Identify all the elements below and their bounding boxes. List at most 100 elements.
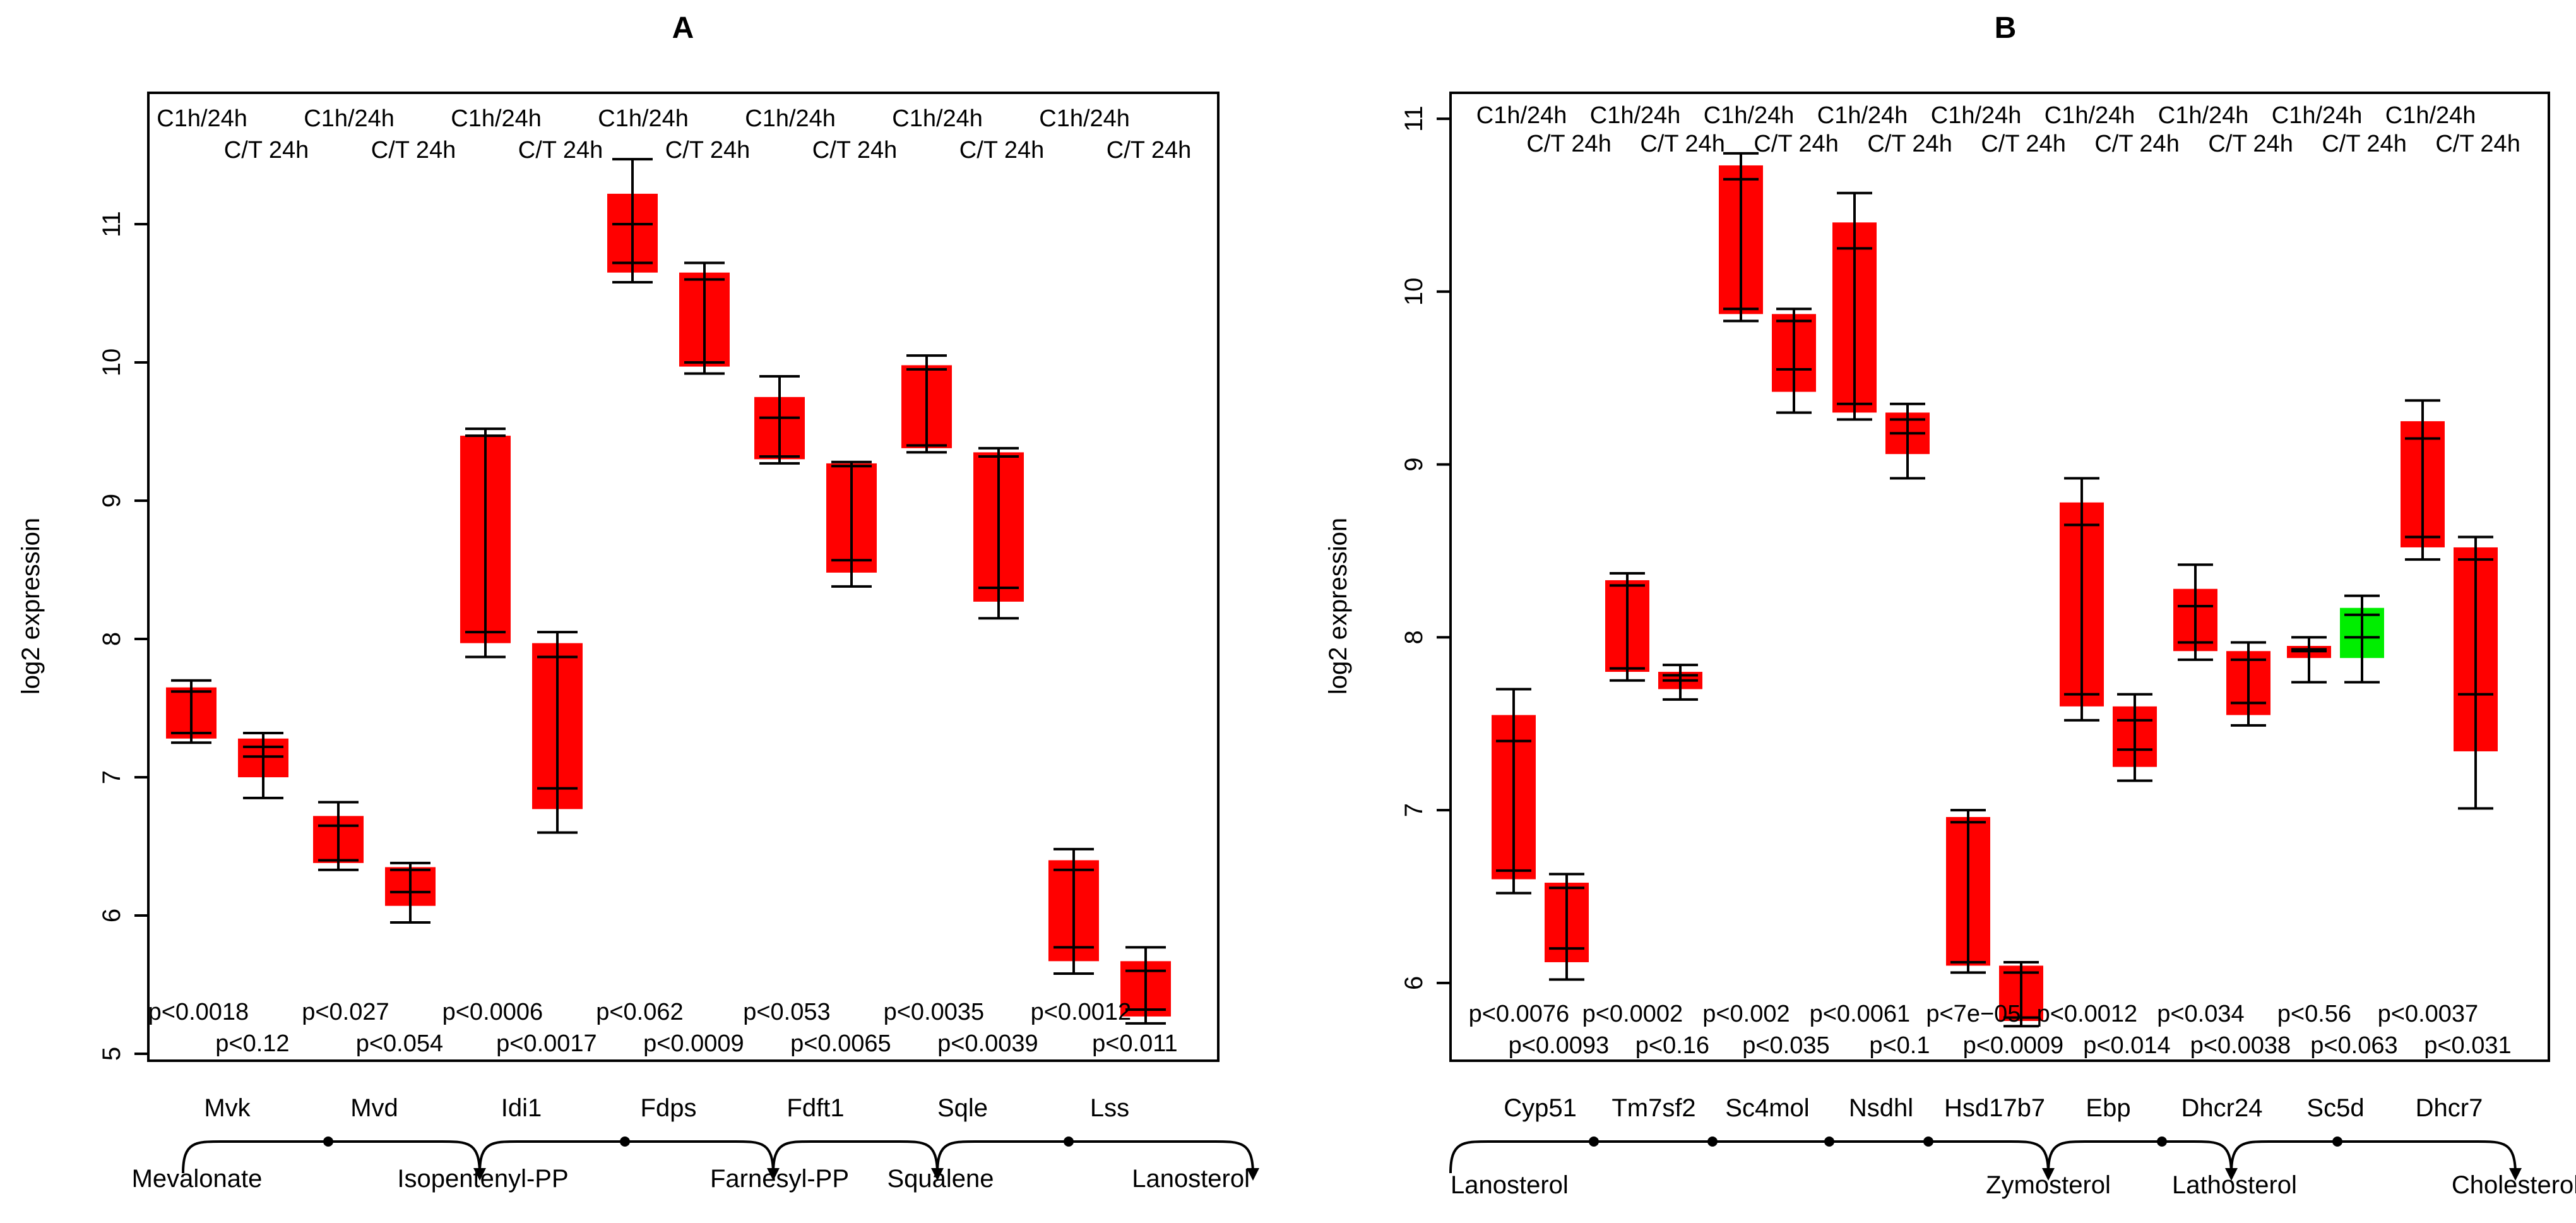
box-dhcr24-c1h-24h	[2173, 563, 2217, 661]
group-label-ct-24h: C/T 24h	[1867, 131, 1952, 157]
pathway-gene-idi1: Idi1	[501, 1094, 542, 1122]
panel-b-ylabel: log2 expression	[1324, 518, 1352, 695]
metabolite-mevalonate: Mevalonate	[132, 1165, 263, 1193]
panel-a-pathway: Mvk Mvd Idi1 Fdps Fdft1 Sqle Lss Mevalonate Isop…	[132, 1094, 1259, 1193]
y-tick-label: 11	[98, 211, 126, 237]
p-value-c1h-24h: p<0.0037	[2378, 1001, 2479, 1027]
p-value-c1h-24h: p<0.062	[596, 999, 683, 1025]
y-tick-label: 10	[1400, 278, 1428, 306]
p-value-c1h-24h: p<0.0061	[1810, 1001, 1911, 1027]
pathway-arrow	[936, 1140, 1259, 1181]
p-value-c1h-24h: p<0.0018	[148, 999, 249, 1025]
pathway-node-dot	[1707, 1136, 1718, 1147]
box-cyp51-c1h-24h	[1492, 688, 1536, 895]
group-label-c1h-24h: C1h/24h	[1931, 102, 2022, 129]
panel-b-plot-frame	[1449, 92, 2550, 1062]
p-value-ct-24h: p<0.0009	[643, 1030, 744, 1057]
pathway-gene-dhcr7: Dhcr7	[2416, 1094, 2483, 1122]
group-label-c1h-24h: C1h/24h	[598, 105, 689, 132]
panel-b-boxes	[1492, 152, 2498, 1028]
pathway-gene-hsd17b7: Hsd17b7	[1944, 1094, 2045, 1122]
group-label-ct-24h: C/T 24h	[812, 137, 897, 164]
box-lss-ct-24h	[1120, 946, 1171, 1025]
metabolite-lanosterol: Lanosterol	[1451, 1171, 1569, 1199]
y-tick-label: 5	[98, 1047, 126, 1061]
box-fdft1-c1h-24h	[754, 374, 805, 465]
group-label-ct-24h: C/T 24h	[1107, 137, 1191, 164]
p-value-c1h-24h: p<7e−05	[1926, 1001, 2021, 1027]
box-mvk-ct-24h	[238, 731, 288, 799]
group-label-ct-24h: C/T 24h	[959, 137, 1044, 164]
pathway-arrow	[1449, 1140, 2055, 1181]
metabolite-cholesterol: Cholesterol	[2452, 1171, 2576, 1199]
group-label-c1h-24h: C1h/24h	[451, 105, 542, 132]
p-value-c1h-24h: p<0.0006	[442, 999, 543, 1025]
pathway-arrow	[2047, 1140, 2238, 1181]
group-label-ct-24h: C/T 24h	[2322, 131, 2406, 157]
p-value-ct-24h: p<0.054	[356, 1030, 443, 1057]
box-sc4mol-ct-24h	[1772, 307, 1816, 414]
box-sqle-c1h-24h	[901, 354, 952, 454]
group-label-c1h-24h: C1h/24h	[2385, 102, 2476, 129]
p-value-c1h-24h: p<0.56	[2277, 1001, 2351, 1027]
pathway-gene-dhcr24: Dhcr24	[2181, 1094, 2263, 1122]
box-cyp51-ct-24h	[1545, 873, 1589, 981]
box-fdft1-ct-24h	[826, 460, 877, 588]
metabolite-isopentenyl-pp: Isopentenyl-PP	[397, 1165, 568, 1193]
group-label-ct-24h: C/T 24h	[371, 137, 456, 164]
p-value-ct-24h: p<0.0038	[2190, 1032, 2291, 1059]
p-value-ct-24h: p<0.0009	[1963, 1032, 2064, 1059]
pathway-node-dot	[1923, 1136, 1933, 1147]
p-value-ct-24h: p<0.014	[2083, 1032, 2170, 1059]
pathway-node-dot	[1064, 1136, 1074, 1147]
p-value-ct-24h: p<0.0065	[790, 1030, 891, 1057]
group-label-ct-24h: C/T 24h	[665, 137, 750, 164]
group-label-ct-24h: C/T 24h	[1526, 131, 1611, 157]
group-label-c1h-24h: C1h/24h	[2158, 102, 2249, 129]
box-fdps-ct-24h	[679, 261, 730, 375]
p-value-ct-24h: p<0.16	[1635, 1032, 1709, 1059]
panel-b-title: B	[1995, 11, 2017, 45]
box-sqle-ct-24h	[973, 446, 1024, 620]
box-dhcr7-c1h-24h	[2401, 399, 2445, 561]
box-sc4mol-c1h-24h	[1719, 152, 1763, 323]
panel-a-plot-frame	[147, 92, 1220, 1062]
panel-b-pathway: Cyp51 Tm7sf2 Sc4mol Nsdhl Hsd17b7 Ebp Dhcr24 Sc…	[1449, 1094, 2576, 1199]
p-value-c1h-24h: p<0.0012	[2037, 1001, 2138, 1027]
pathway-gene-ebp: Ebp	[2086, 1094, 2130, 1122]
group-label-ct-24h: C/T 24h	[518, 137, 603, 164]
metabolite-lanosterol: Lanosterol	[1132, 1165, 1250, 1193]
metabolite-lathosterol: Lathosterol	[2172, 1171, 2297, 1199]
box-nsdhl-ct-24h	[1885, 402, 1930, 480]
y-tick-label: 10	[98, 349, 126, 377]
p-value-c1h-24h: p<0.0035	[884, 999, 985, 1025]
pathway-node-dot	[620, 1136, 630, 1147]
box-idi1-c1h-24h	[460, 427, 511, 659]
pathway-gene-mvd: Mvd	[350, 1094, 398, 1122]
box-mvd-ct-24h	[385, 861, 436, 924]
p-value-c1h-24h: p<0.002	[1702, 1001, 1790, 1027]
panel-a-boxes	[166, 158, 1171, 1025]
box-sc5d-ct-24h	[2340, 594, 2384, 684]
group-label-c1h-24h: C1h/24h	[304, 105, 395, 132]
box-sc5d-c1h-24h	[2287, 636, 2331, 684]
y-tick-label: 7	[1400, 803, 1428, 817]
box-fdps-c1h-24h	[607, 158, 658, 284]
box-hsd17b7-c1h-24h	[1946, 809, 1990, 974]
group-label-c1h-24h: C1h/24h	[1704, 102, 1795, 129]
group-label-c1h-24h: C1h/24h	[157, 105, 247, 132]
y-tick-label: 9	[98, 494, 126, 508]
box-mvd-c1h-24h	[313, 801, 364, 871]
group-label-c1h-24h: C1h/24h	[1590, 102, 1681, 129]
pathway-node-dot	[323, 1136, 333, 1147]
pathway-gene-sqle: Sqle	[937, 1094, 988, 1122]
pathway-arrow	[772, 1140, 944, 1181]
box-tm7sf2-c1h-24h	[1605, 572, 1649, 682]
group-label-c1h-24h: C1h/24h	[892, 105, 983, 132]
group-label-c1h-24h: C1h/24h	[2272, 102, 2363, 129]
p-value-c1h-24h: p<0.034	[2157, 1001, 2244, 1027]
